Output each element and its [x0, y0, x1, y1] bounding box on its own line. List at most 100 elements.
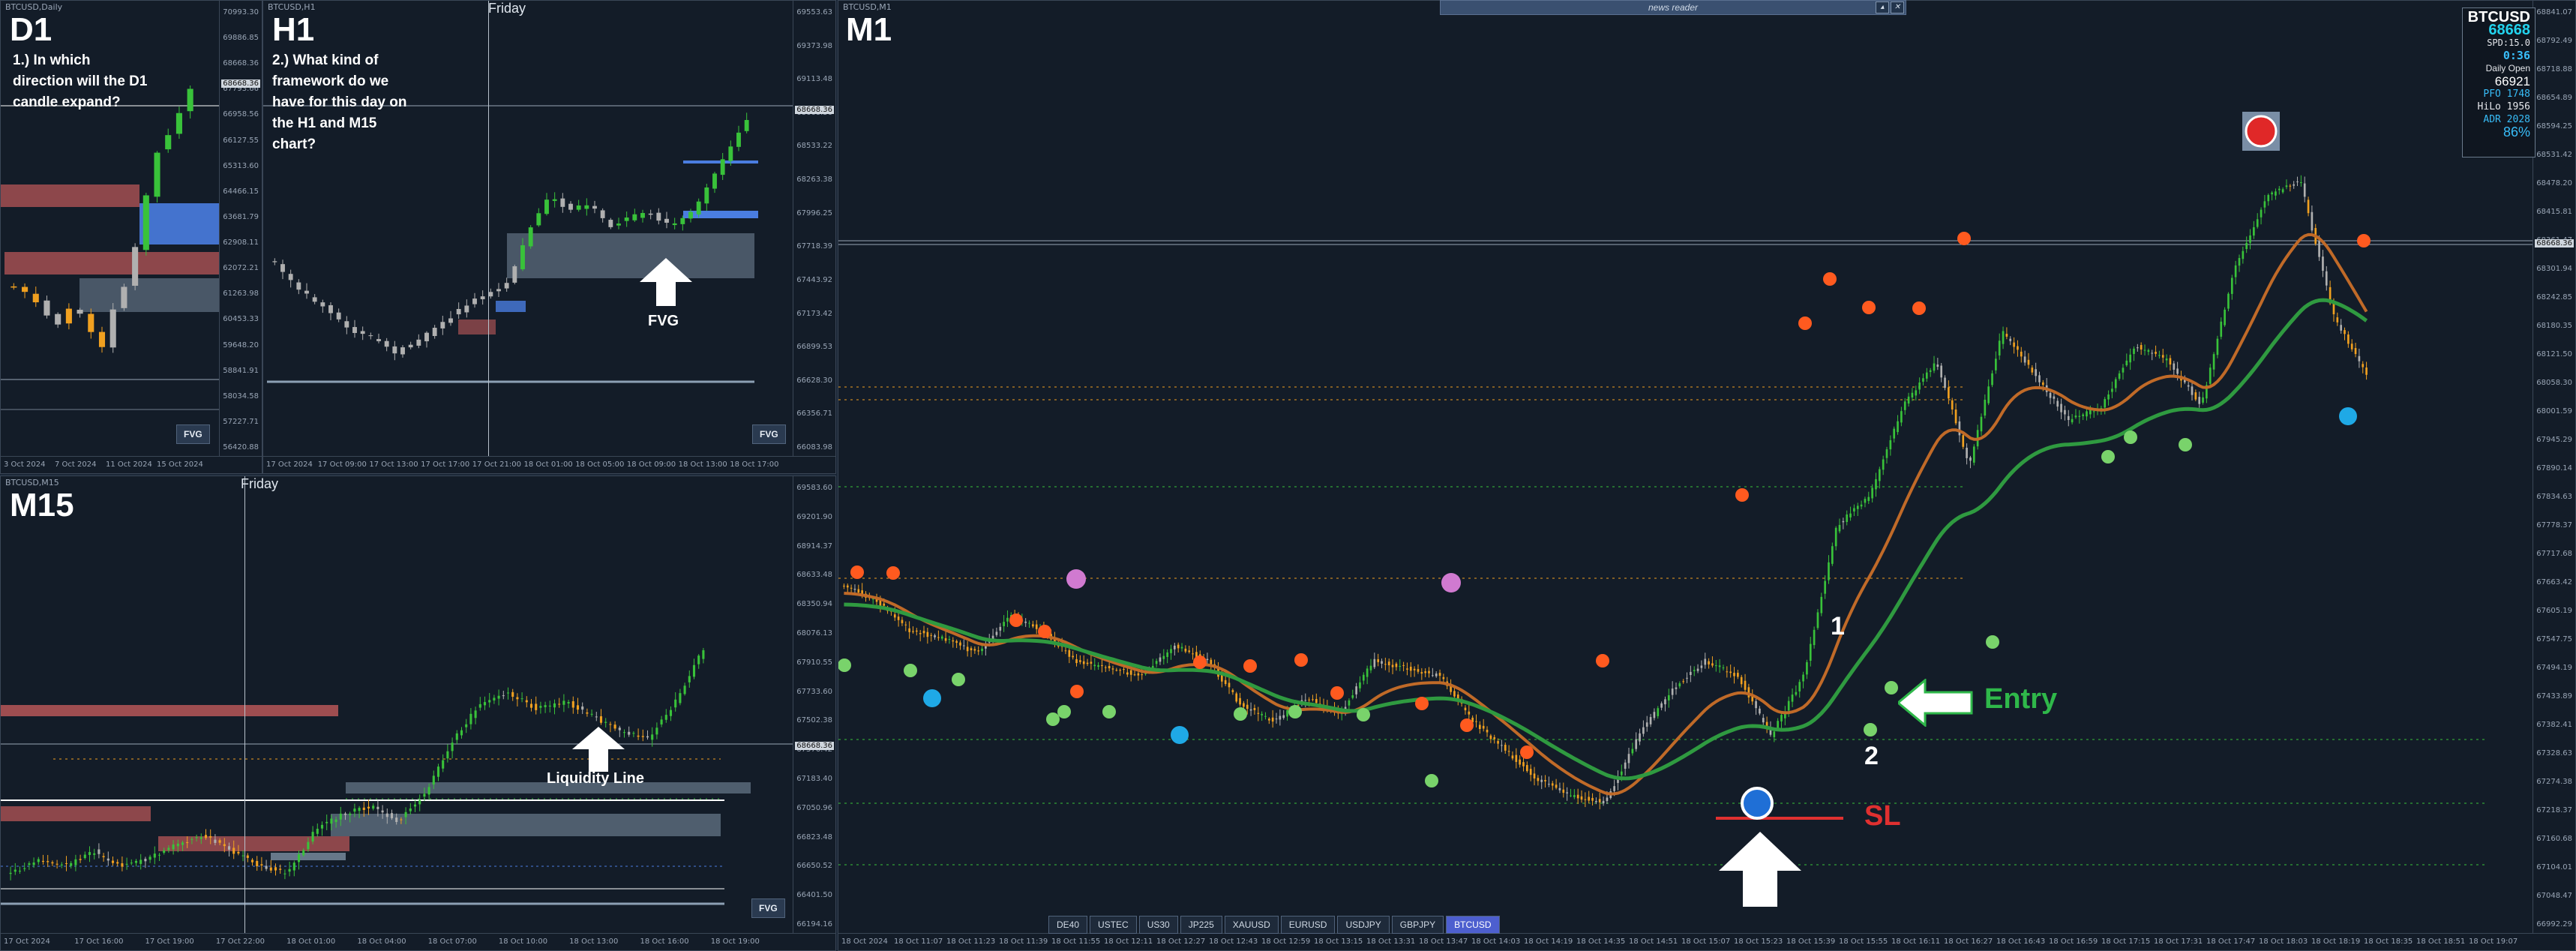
fvg-toggle-button[interactable]: FVG: [176, 424, 210, 444]
candle-body: [1424, 671, 1426, 674]
candle-body: [1617, 777, 1619, 783]
symbol-tab-btcusd[interactable]: BTCUSD: [1446, 916, 1500, 934]
time-axis: 3 Oct 2024 7 Oct 2024 11 Oct 2024 15 Oct 20…: [1, 456, 262, 473]
candle-body: [1355, 686, 1357, 694]
candle-body: [404, 812, 407, 818]
swing-high-dot: [1038, 625, 1051, 638]
candle-body: [330, 818, 333, 824]
info-hilo: HiLo 1956: [2477, 101, 2530, 112]
h1-price-chart[interactable]: [263, 1, 795, 458]
candle-body: [427, 787, 430, 795]
d1-price-chart[interactable]: [1, 1, 221, 458]
symbol-tab-xauusd[interactable]: XAUUSD: [1224, 916, 1279, 934]
fvg-toggle-button[interactable]: FVG: [752, 424, 786, 444]
candle-body: [1137, 673, 1140, 676]
fvg-toggle-button[interactable]: FVG: [751, 898, 785, 918]
entry-signal-icon: [1741, 787, 1774, 820]
symbol-tab-jp225[interactable]: JP225: [1180, 916, 1222, 934]
candle-body: [10, 286, 17, 288]
candle-body: [1086, 662, 1089, 664]
candle-body: [1602, 800, 1605, 804]
candle-body: [1969, 458, 1972, 461]
candle-body: [660, 719, 663, 724]
candle-body: [2002, 331, 2005, 344]
candle-body: [460, 730, 463, 736]
candle-body: [1951, 400, 1954, 410]
candle-body: [1708, 661, 1710, 664]
m1-chart-panel[interactable]: BTCUSD,M1 M1 1 2 Entry SL 68841.07 68792.…: [838, 0, 2576, 951]
m15-price-chart[interactable]: [1, 476, 795, 935]
candle-body: [1613, 786, 1615, 791]
candle-body: [478, 704, 481, 708]
price-tick: 68350.94: [796, 600, 832, 609]
news-reader-bar[interactable]: news reader ▴ ✕: [1440, 0, 1906, 15]
d1-chart-panel[interactable]: BTCUSD,Daily D1 1.) In which direction w…: [0, 0, 262, 474]
candle-body: [664, 715, 667, 720]
candle-body: [13, 869, 16, 872]
candle-body: [664, 218, 669, 223]
symbol-switcher-bar[interactable]: DE40 USTEC US30 JP225 XAUUSD EURUSD USDJPY GBPJ…: [1048, 916, 1500, 934]
candle-body: [385, 813, 388, 818]
close-icon[interactable]: ✕: [1891, 2, 1904, 14]
symbol-tab-us30[interactable]: US30: [1138, 916, 1178, 934]
time-tick: 17 Oct 2024: [266, 460, 313, 469]
bull-fvg-zone: [683, 211, 758, 218]
candle-body: [1101, 664, 1103, 667]
m1-price-chart[interactable]: [838, 1, 2535, 935]
candle-body: [2230, 278, 2233, 294]
candle-body: [970, 648, 973, 651]
candle-body: [1998, 340, 2001, 356]
timeframe-label: H1: [272, 11, 315, 48]
candle-body: [493, 698, 496, 700]
candle-body: [2147, 350, 2150, 352]
candle-body: [2042, 382, 2044, 386]
price-tick: 67547.75: [2536, 635, 2572, 644]
candle-body: [455, 733, 458, 740]
time-tick: 18 Oct 12:27: [1156, 938, 1206, 946]
symbol-tab-gbpjpy[interactable]: GBPJPY: [1391, 916, 1444, 934]
candle-body: [1831, 546, 1834, 564]
candle-body: [1435, 674, 1438, 676]
candle-body: [1806, 662, 1808, 675]
candle-body: [539, 706, 542, 708]
candle-body: [692, 664, 696, 677]
m15-chart-panel[interactable]: BTCUSD,M15 Friday M15 Liquidity Line FVG…: [0, 476, 836, 951]
candle-body: [1907, 396, 1910, 404]
candle-body: [1744, 680, 1747, 690]
candle-body: [688, 212, 693, 219]
candle-body: [2118, 373, 2121, 380]
candle-body: [154, 152, 160, 197]
candle-body: [121, 286, 127, 308]
symbol-tab-ustec[interactable]: USTEC: [1090, 916, 1137, 934]
info-price: 68668: [2488, 22, 2530, 38]
candle-body: [297, 854, 301, 862]
candle-body: [1900, 411, 1903, 423]
candle-body: [372, 806, 375, 809]
candle-body: [312, 297, 317, 302]
minimize-icon[interactable]: ▴: [1876, 2, 1889, 14]
candle-body: [413, 804, 417, 807]
time-tick: 18 Oct 18:35: [2364, 938, 2413, 946]
candle-body: [1028, 622, 1030, 624]
candle-body: [2111, 388, 2113, 392]
symbol-tab-de40[interactable]: DE40: [1048, 916, 1088, 934]
candle-body: [2311, 212, 2314, 231]
price-tick: 66650.52: [796, 862, 832, 871]
candle-body: [1693, 670, 1696, 671]
candle-body: [9, 872, 12, 874]
candle-body: [1882, 459, 1885, 470]
candle-body: [1820, 596, 1823, 614]
candle-body: [2293, 184, 2296, 186]
price-tick: 68121.50: [2536, 350, 2572, 358]
candle-body: [130, 862, 133, 864]
candle-body: [22, 286, 28, 292]
symbol-tab-usdjpy[interactable]: USDJPY: [1337, 916, 1390, 934]
h1-chart-panel[interactable]: BTCUSD,H1 Friday H1 2.) What kind of fra…: [262, 0, 836, 474]
candle-body: [302, 850, 305, 856]
price-tick: 67778.37: [2536, 521, 2572, 530]
candle-body: [704, 187, 709, 204]
candle-body: [1297, 705, 1300, 706]
candle-body: [232, 848, 235, 854]
symbol-tab-eurusd[interactable]: EURUSD: [1280, 916, 1336, 934]
candle-body: [1453, 691, 1456, 697]
